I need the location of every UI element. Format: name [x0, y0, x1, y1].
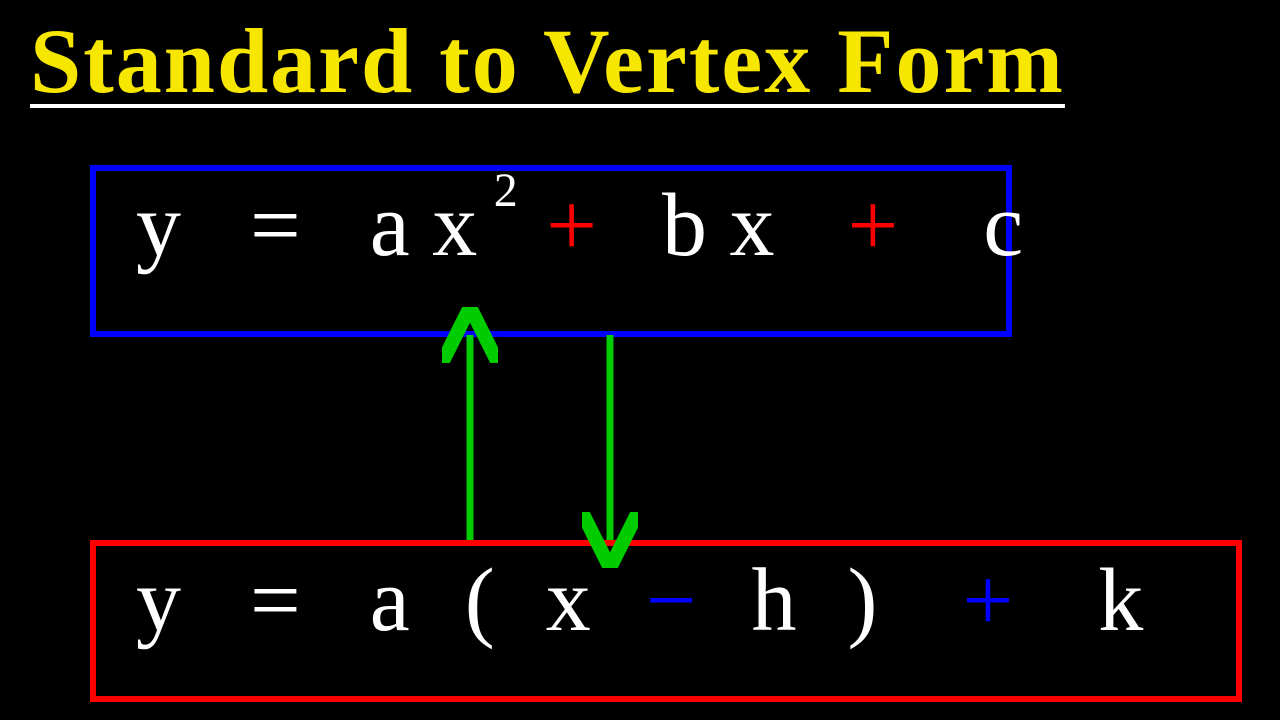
vf-lparen: (	[465, 556, 495, 646]
vf-x: x	[546, 556, 591, 646]
vf-y: y	[136, 556, 181, 646]
page-title: Standard to Vertex Form	[30, 8, 1065, 114]
vf-k: k	[1098, 556, 1143, 646]
sf-c: c	[983, 181, 1023, 271]
sf-plus1: +	[546, 181, 597, 271]
sf-eq: =	[250, 181, 301, 271]
vf-minus: −	[646, 556, 697, 646]
sf-plus2: +	[847, 181, 898, 271]
standard-form-equation: y = a x 2 + b x + c	[136, 181, 966, 271]
sf-a: a	[370, 181, 410, 271]
vf-eq: =	[250, 556, 301, 646]
sf-x1: x	[432, 181, 477, 271]
standard-form-box: y = a x 2 + b x + c	[90, 165, 1012, 337]
vf-h: h	[751, 556, 796, 646]
vf-plus: +	[962, 556, 1013, 646]
vf-rparen: )	[847, 556, 877, 646]
vertex-form-box: y = a ( x − h ) + k	[90, 540, 1242, 702]
sf-y: y	[136, 181, 181, 271]
vertex-form-equation: y = a ( x − h ) + k	[136, 556, 1196, 646]
sf-exp: 2	[494, 167, 518, 215]
vf-a: a	[370, 556, 410, 646]
sf-b: b	[662, 181, 707, 271]
sf-x2: x	[729, 181, 774, 271]
